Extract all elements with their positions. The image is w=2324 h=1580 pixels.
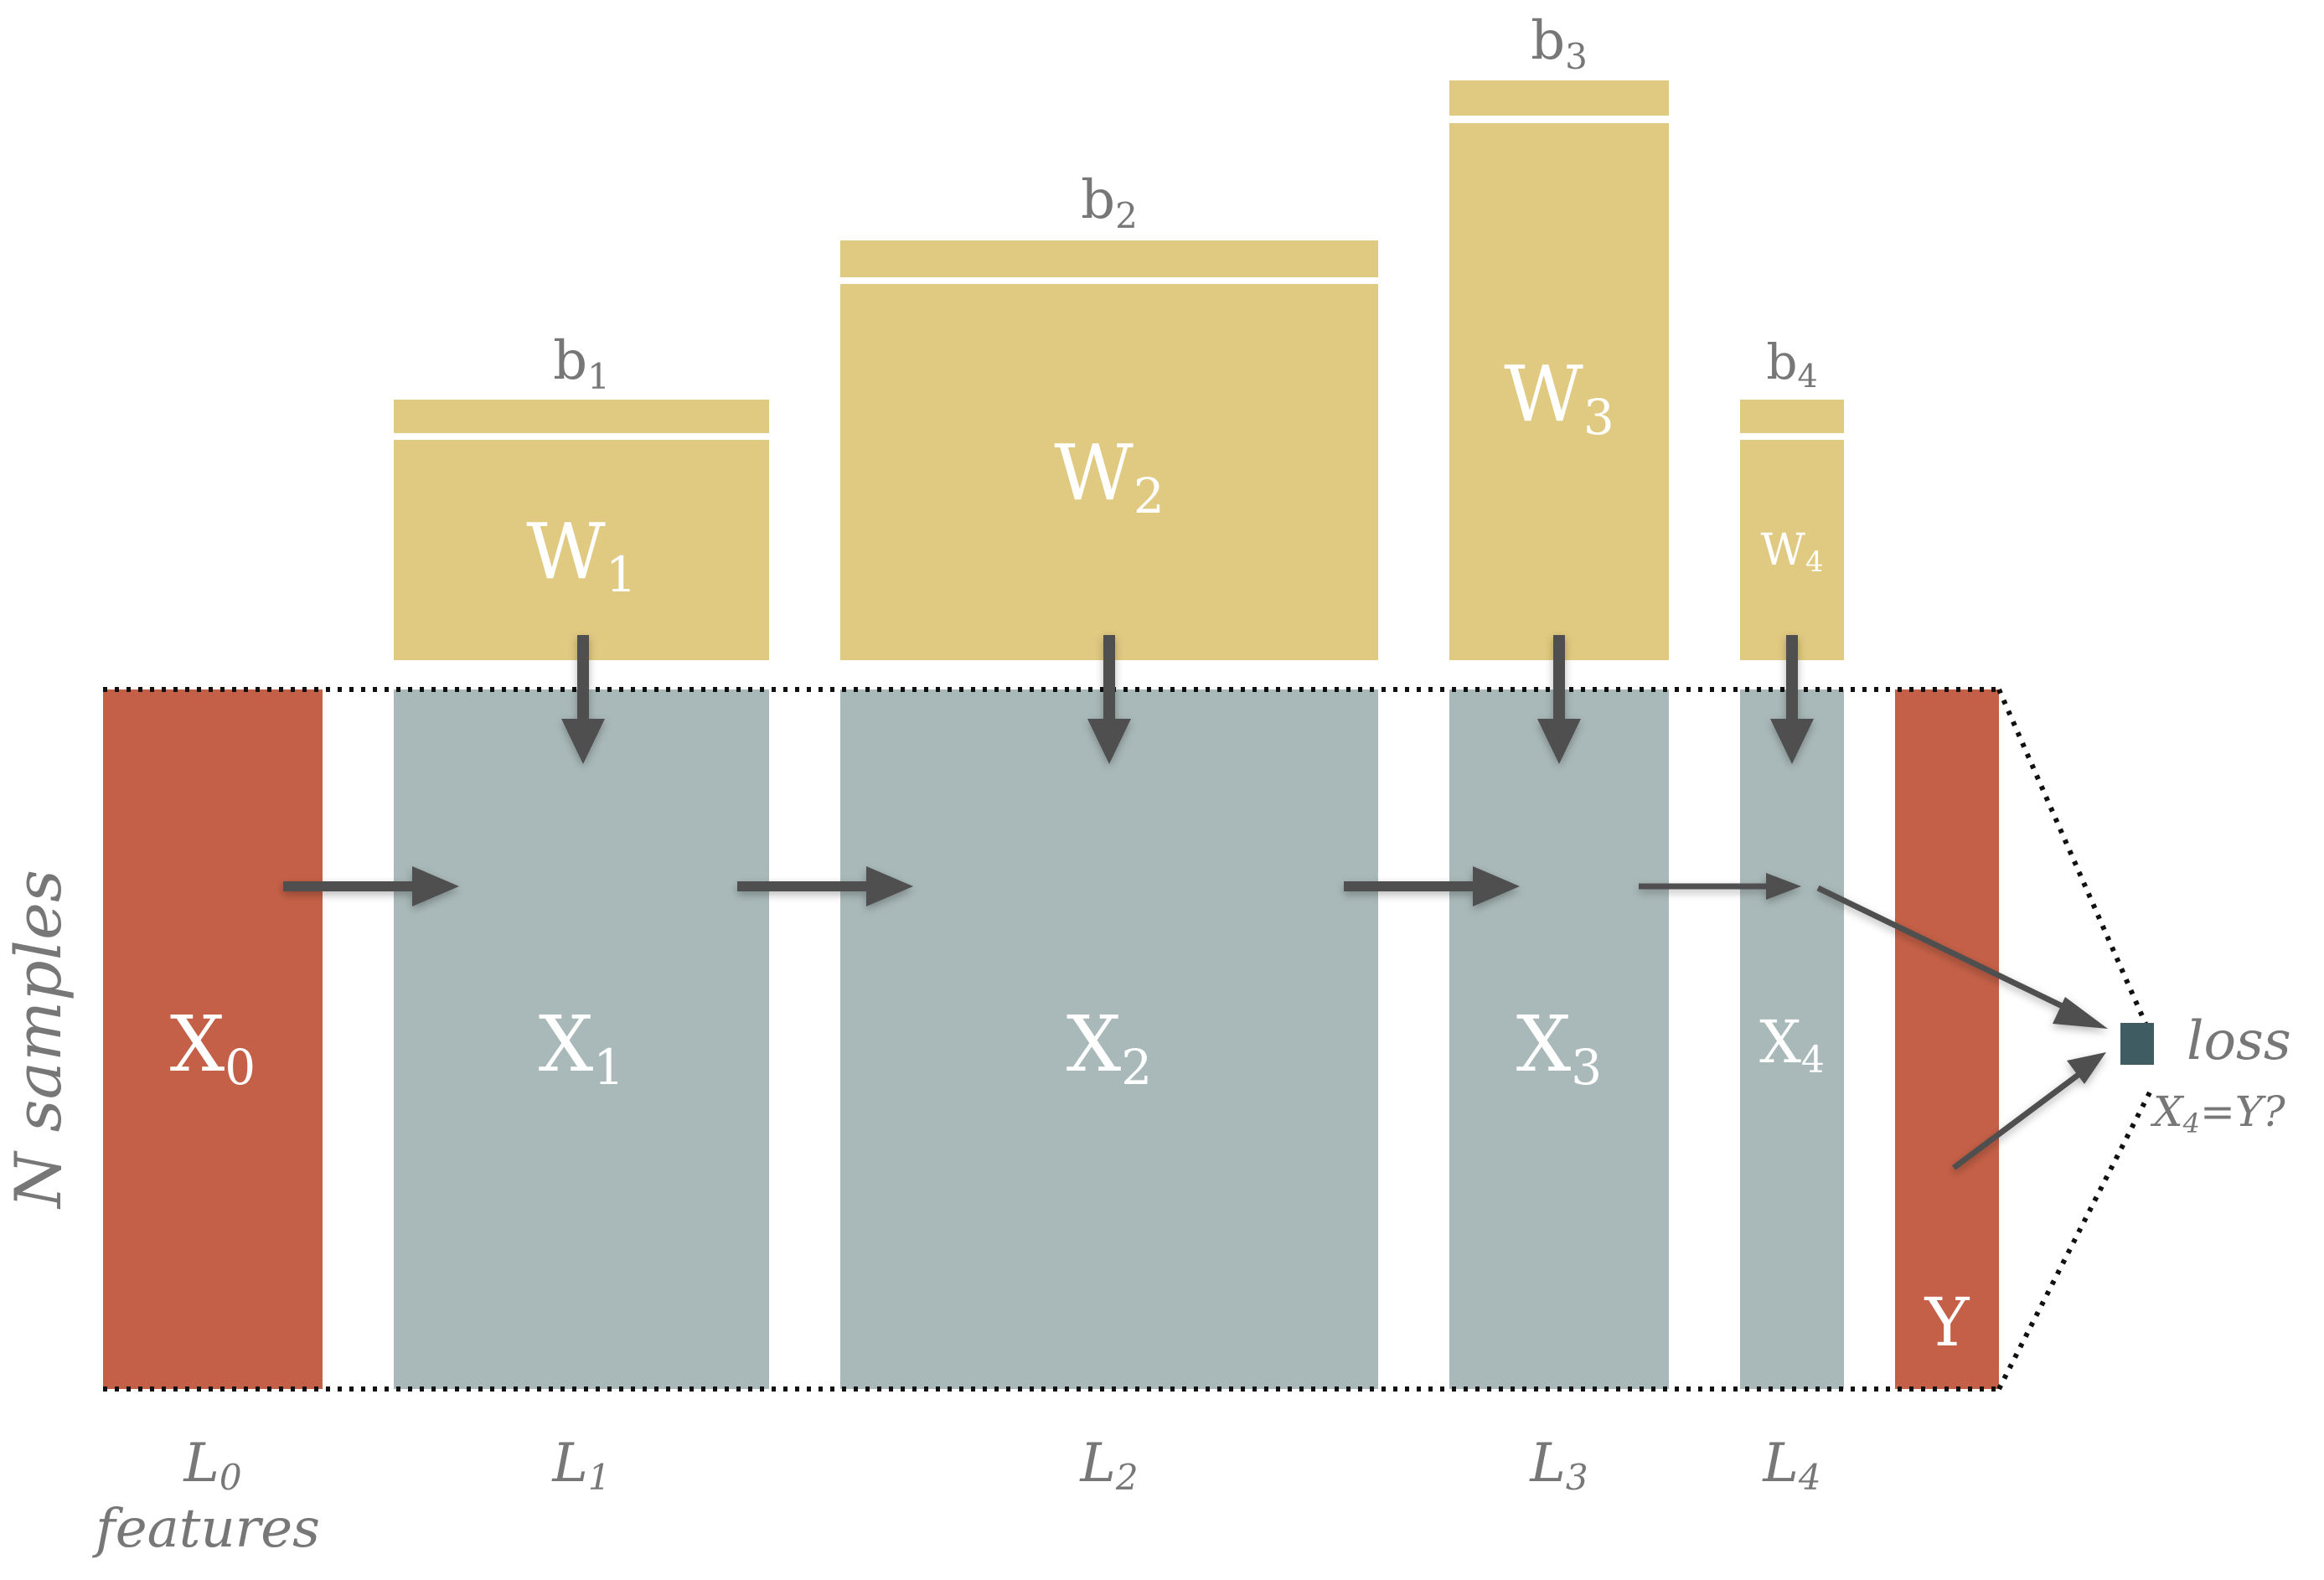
bias-bar-4	[1740, 400, 1844, 433]
down-arrowhead-4	[1770, 719, 1814, 764]
activation-label-x1: X1	[539, 999, 624, 1096]
weight-blocks	[394, 80, 1844, 660]
target-block-y	[1895, 689, 1999, 1389]
layer-label-l4: L4	[1762, 1433, 1820, 1498]
bias-bar-2	[840, 240, 1378, 277]
activation-label-x4: X4	[1759, 1008, 1825, 1082]
forward-arrowhead-2	[1473, 866, 1520, 906]
forward-arrowhead-3	[1766, 873, 1801, 900]
bias-bar-1	[394, 400, 769, 433]
activation-label-x2: X2	[1066, 999, 1152, 1096]
bias-label-4: b4	[1766, 333, 1817, 395]
activation-blocks	[103, 689, 1999, 1389]
activation-labels: X0 X1 X2 X3 X4 Y	[170, 999, 1970, 1361]
arrows	[283, 635, 2108, 1170]
activation-block-x1	[394, 689, 769, 1389]
target-label-y: Y	[1924, 1283, 1970, 1361]
sample-frame	[103, 687, 2154, 1392]
bias-label-3: b3	[1531, 10, 1588, 77]
x4-to-loss-arrow	[1816, 885, 2076, 1015]
forward-arrowhead-0	[412, 866, 459, 906]
weight-label-2: W2	[1054, 428, 1164, 524]
down-arrowhead-1	[561, 719, 605, 764]
weight-matrix-2	[840, 284, 1378, 660]
features-caption: features	[92, 1498, 320, 1560]
loss-label: loss	[2187, 1010, 2291, 1072]
y-to-loss-arrowhead	[2067, 1052, 2106, 1084]
forward-arrowhead-1	[866, 866, 913, 906]
activation-block-x3	[1449, 689, 1669, 1389]
layer-labels: L0 features L1 L2 L3 L4	[92, 1433, 1821, 1560]
y-to-loss-arrow	[1951, 1071, 2082, 1170]
weight-matrix-1	[394, 440, 769, 660]
input-label-x0: X0	[170, 999, 256, 1096]
layer-label-l1: L1	[551, 1433, 610, 1498]
bias-bar-3	[1449, 80, 1669, 116]
x4-to-loss-arrowhead	[2053, 997, 2108, 1029]
frame-loss-lower-line	[1996, 1087, 2154, 1391]
activation-block-x2	[840, 689, 1378, 1389]
loss-equation: X4=Y?	[2150, 1087, 2286, 1139]
layer-label-l2: L2	[1079, 1433, 1138, 1498]
weight-label-1: W1	[526, 507, 636, 603]
bias-label-2: b2	[1081, 169, 1138, 236]
frame-loss-upper-line	[1996, 688, 2154, 1039]
weight-matrix-3	[1449, 123, 1669, 660]
loss-box	[2120, 1023, 2154, 1065]
down-arrowhead-2	[1087, 719, 1131, 764]
weight-label-3: W3	[1504, 349, 1614, 446]
bias-labels: b1 b2 b3 b4	[553, 10, 1818, 397]
weight-matrix-4	[1740, 440, 1844, 660]
activation-label-x3: X3	[1516, 999, 1602, 1096]
weight-label-4: W4	[1760, 525, 1823, 579]
n-samples-label: N samples	[1, 870, 75, 1210]
activation-block-x4	[1740, 689, 1844, 1389]
bias-label-1: b1	[553, 330, 610, 397]
layer-label-l0: L0	[183, 1433, 241, 1498]
input-block-x0	[103, 689, 323, 1389]
down-arrowhead-3	[1537, 719, 1581, 764]
layer-label-l3: L3	[1529, 1433, 1588, 1498]
weight-labels: W1 W2 W3 W4	[526, 349, 1823, 603]
